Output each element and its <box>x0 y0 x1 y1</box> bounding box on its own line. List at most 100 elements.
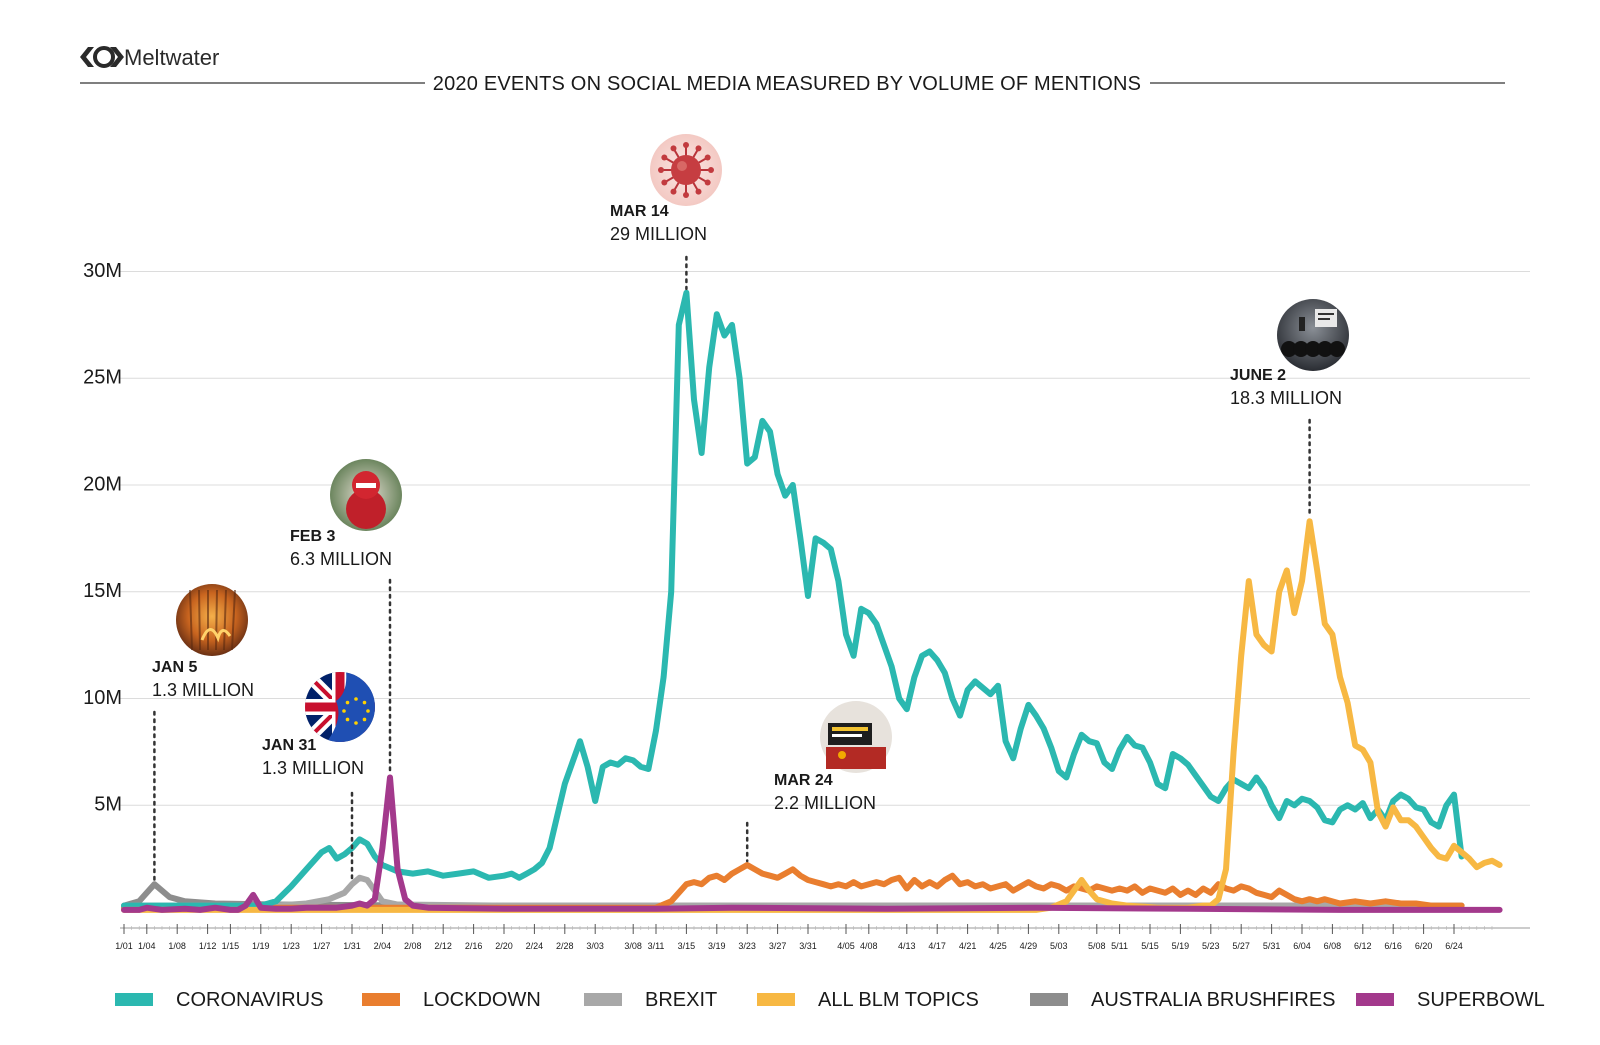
x-tick-label: 4/25 <box>989 941 1007 951</box>
series-line-coronavirus <box>121 289 1465 909</box>
y-tick-label: 20M <box>83 473 122 495</box>
x-tick-label: 5/15 <box>1141 941 1159 951</box>
annotations: JAN 5 1.3 MILLION JAN 31 1.3 MILLION FEB 3 6.… <box>152 134 1349 882</box>
annotation-date: JUNE 2 <box>1230 367 1286 384</box>
x-tick-label: 1/23 <box>282 941 300 951</box>
brushfire-photo-icon <box>176 584 248 656</box>
x-tick-label: 3/03 <box>586 941 604 951</box>
x-tick-label: 3/08 <box>624 941 642 951</box>
annotation-date: JAN 5 <box>152 659 197 676</box>
chart-title: 2020 EVENTS ON SOCIAL MEDIA MEASURED BY … <box>433 73 1141 95</box>
x-tick-label: 6/12 <box>1354 941 1372 951</box>
x-axis: 1/01 1/04 1/08 1/12 1/15 1/19 1/23 1/27 1/31 2/04… <box>115 924 1530 951</box>
legend-swatch <box>1030 993 1068 1006</box>
x-tick-label: 5/31 <box>1263 941 1281 951</box>
y-tick-label: 30M <box>83 260 122 282</box>
x-tick-label: 1/31 <box>343 941 361 951</box>
x-tick-label: 5/27 <box>1232 941 1250 951</box>
x-tick-label: 3/19 <box>708 941 726 951</box>
x-tick-label: 3/27 <box>769 941 787 951</box>
annotation-mar-24: MAR 24 2.2 MILLION <box>745 701 892 863</box>
x-tick-label: 4/21 <box>959 941 977 951</box>
x-tick-label: 3/31 <box>799 941 817 951</box>
brand-logo: Meltwater <box>80 45 219 70</box>
annotation-jan-5: JAN 5 1.3 MILLION <box>152 584 254 882</box>
x-tick-label: 4/08 <box>860 941 878 951</box>
lockdown-street-photo-icon <box>820 701 892 773</box>
x-tick-label: 2/20 <box>495 941 513 951</box>
annotation-date: MAR 14 <box>610 203 669 220</box>
series-line-lockdown <box>121 862 1465 911</box>
annotation-value: 2.2 MILLION <box>774 793 876 813</box>
x-tick-label: 1/12 <box>199 941 217 951</box>
legend-item-coronavirus: CORONAVIRUS <box>115 989 323 1011</box>
x-tick-label: 6/24 <box>1445 941 1463 951</box>
x-tick-label: 5/03 <box>1050 941 1068 951</box>
x-tick-label: 6/04 <box>1293 941 1311 951</box>
annotation-june-2: JUNE 2 18.3 MILLION <box>1230 299 1349 519</box>
virus-icon <box>650 134 722 206</box>
legend-label: ALL BLM TOPICS <box>818 989 979 1011</box>
series-line-brexit <box>121 874 1465 909</box>
x-tick-label: 5/23 <box>1202 941 1220 951</box>
annotation-mar-14: MAR 14 29 MILLION <box>610 134 722 291</box>
x-tick-label: 4/29 <box>1020 941 1038 951</box>
y-axis-ticks: 5M 10M 15M 20M 25M 30M <box>83 260 122 816</box>
x-tick-label: 2/08 <box>404 941 422 951</box>
x-tick-label: 5/08 <box>1088 941 1106 951</box>
x-tick-label: 4/05 <box>837 941 855 951</box>
annotation-jan-31: JAN 31 1.3 MILLION <box>262 672 375 882</box>
x-tick-label: 3/23 <box>738 941 756 951</box>
y-tick-label: 10M <box>83 687 122 709</box>
annotation-value: 1.3 MILLION <box>152 680 254 700</box>
y-tick-label: 15M <box>83 580 122 602</box>
legend-swatch <box>115 993 153 1006</box>
legend-label: LOCKDOWN <box>423 989 541 1011</box>
legend-swatch <box>362 993 400 1006</box>
x-tick-label: 1/19 <box>252 941 270 951</box>
legend-label: AUSTRALIA BRUSHFIRES <box>1091 989 1336 1011</box>
legend-item-brexit: BREXIT <box>584 989 717 1011</box>
x-tick-label: 6/08 <box>1324 941 1342 951</box>
legend-item-australia-brushfires: AUSTRALIA BRUSHFIRES <box>1030 989 1336 1011</box>
legend-item-all-blm-topics: ALL BLM TOPICS <box>757 989 979 1011</box>
meltwater-logo-icon <box>80 46 124 68</box>
x-tick-label: 1/08 <box>168 941 186 951</box>
x-tick-label: 2/12 <box>434 941 452 951</box>
legend-swatch <box>584 993 622 1006</box>
annotation-date: JAN 31 <box>262 737 316 754</box>
x-tick-label: 6/16 <box>1384 941 1402 951</box>
annotation-value: 18.3 MILLION <box>1230 388 1342 408</box>
legend-item-lockdown: LOCKDOWN <box>362 989 541 1011</box>
x-tick-label: 4/17 <box>928 941 946 951</box>
legend: CORONAVIRUS LOCKDOWN BREXIT ALL BLM TOPICS A… <box>115 989 1545 1011</box>
x-tick-label: 1/27 <box>313 941 331 951</box>
x-tick-label: 1/15 <box>222 941 240 951</box>
chart-title-group: 2020 EVENTS ON SOCIAL MEDIA MEASURED BY … <box>80 73 1505 95</box>
legend-label: BREXIT <box>645 989 717 1011</box>
legend-label: SUPERBOWL <box>1417 989 1545 1011</box>
annotation-feb-3: FEB 3 6.3 MILLION <box>290 459 402 775</box>
y-tick-label: 25M <box>83 367 122 389</box>
annotation-date: MAR 24 <box>774 772 833 789</box>
uk-eu-flag-icon <box>305 672 375 742</box>
series-line-all-blm-topics <box>121 518 1503 913</box>
legend-item-superbowl: SUPERBOWL <box>1356 989 1545 1011</box>
annotation-value: 1.3 MILLION <box>262 758 364 778</box>
x-tick-label: 2/04 <box>374 941 392 951</box>
x-tick-label: 4/13 <box>898 941 916 951</box>
x-tick-label: 2/28 <box>556 941 574 951</box>
x-tick-label: 2/24 <box>526 941 544 951</box>
x-tick-label: 5/19 <box>1172 941 1190 951</box>
series-lines <box>121 289 1503 913</box>
annotation-value: 6.3 MILLION <box>290 549 392 569</box>
x-tick-label: 6/20 <box>1415 941 1433 951</box>
football-player-photo-icon <box>330 459 402 531</box>
annotation-value: 29 MILLION <box>610 224 707 244</box>
annotation-date: FEB 3 <box>290 528 335 545</box>
x-tick-label: 2/16 <box>465 941 483 951</box>
legend-swatch <box>1356 993 1394 1006</box>
brand-name: Meltwater <box>124 45 219 70</box>
